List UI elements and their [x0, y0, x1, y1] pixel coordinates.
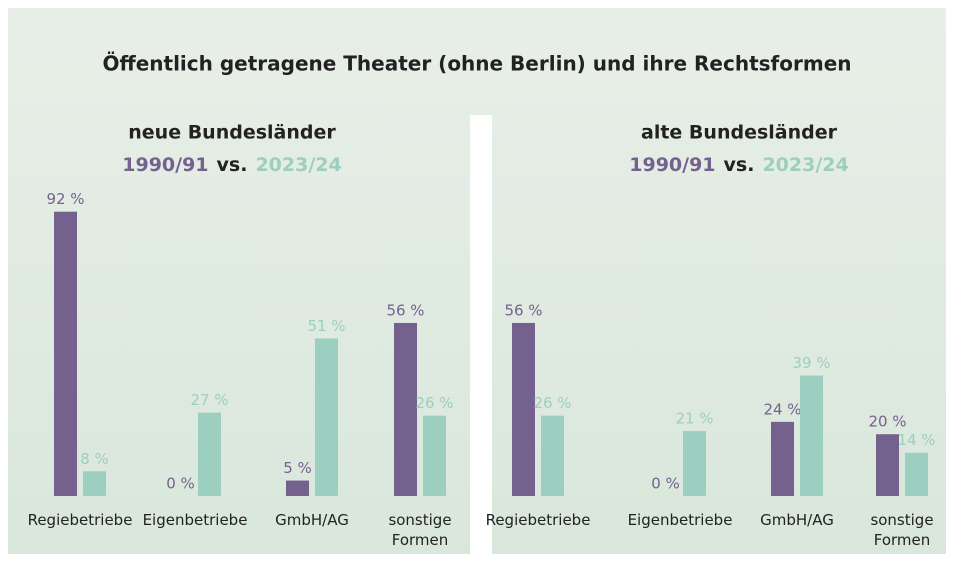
value-label: 26 %: [533, 394, 571, 412]
bar: [800, 375, 823, 496]
bar: [905, 452, 928, 496]
x-tick-label: Eigenbetriebe: [627, 511, 733, 529]
x-tick-label: Regiebetriebe: [485, 511, 591, 529]
bar: [771, 421, 794, 496]
value-label: 21 %: [675, 410, 713, 428]
value-label: 20 %: [868, 413, 906, 431]
value-label: 56 %: [386, 301, 424, 319]
x-tick-label: GmbH/AG: [760, 511, 834, 529]
legend-entry: 2023/24: [255, 154, 341, 176]
legend-entry: 1990/91: [122, 154, 208, 176]
value-label: 92 %: [46, 190, 84, 208]
x-tick-label: sonstige Formen: [388, 511, 452, 549]
value-label: 24 %: [763, 400, 801, 418]
value-label: 27 %: [190, 391, 228, 409]
bar: [423, 415, 446, 496]
legend-entry: 2023/24: [762, 154, 848, 176]
bar: [541, 415, 564, 496]
bar: [394, 322, 417, 496]
bar: [512, 322, 535, 496]
bar: [83, 471, 106, 496]
x-tick-label: Eigenbetriebe: [142, 511, 248, 529]
legend-separator: vs.: [724, 154, 755, 176]
x-tick-label: sonstige Formen: [870, 511, 934, 549]
value-label: 5 %: [283, 459, 312, 477]
legend: 1990/91 vs. 2023/24: [629, 154, 848, 176]
value-label: 56 %: [504, 301, 542, 319]
bar: [54, 211, 77, 496]
main-title: Öffentlich getragene Theater (ohne Berli…: [103, 52, 852, 76]
bar: [683, 431, 706, 496]
value-label: 39 %: [792, 354, 830, 372]
x-tick-label: Regiebetriebe: [27, 511, 133, 529]
legend-entry: 1990/91: [629, 154, 715, 176]
legend: 1990/91 vs. 2023/24: [122, 154, 341, 176]
bar: [286, 480, 309, 496]
bar: [315, 338, 338, 496]
bar: [198, 412, 221, 496]
panel-title: alte Bundesländer: [641, 122, 838, 144]
separator: [470, 115, 492, 562]
bar: [876, 434, 899, 496]
value-label: 26 %: [415, 394, 453, 412]
panel-title: neue Bundesländer: [128, 122, 336, 144]
value-label: 0 %: [651, 475, 680, 493]
x-tick-label: GmbH/AG: [275, 511, 349, 529]
legend-separator: vs.: [217, 154, 248, 176]
value-label: 8 %: [80, 450, 109, 468]
value-label: 14 %: [897, 431, 935, 449]
value-label: 0 %: [166, 475, 195, 493]
value-label: 51 %: [307, 317, 345, 335]
